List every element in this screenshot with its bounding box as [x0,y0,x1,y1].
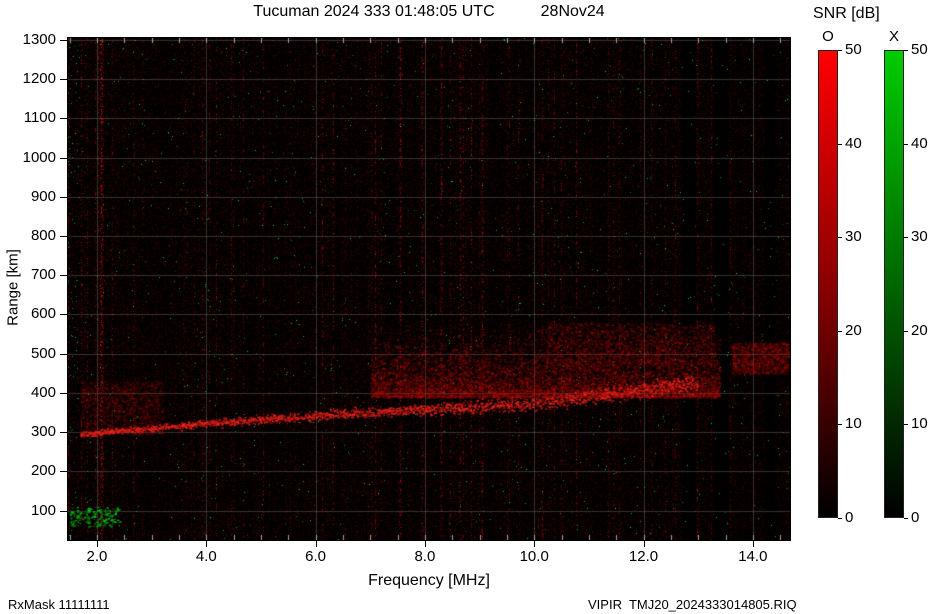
plot-title: Tucuman 2024 333 01:48:05 UTC 28Nov24 [68,3,790,21]
colorbar-tick-label: 20 [911,321,928,339]
y-tick-label: 1100 [23,109,56,127]
colorbar-tick-label: 50 [845,41,862,58]
colorbar-tick-label: 40 [845,134,862,152]
colorbar-tick-mark [904,237,908,239]
plot-frame [67,37,791,541]
y-tick-label: 800 [30,227,56,245]
x-tick-mark [643,541,645,547]
x-tick-mark [534,541,536,547]
x-tick-label: 4.0 [195,548,217,565]
colorbar-tick-mark [838,143,842,145]
y-tick-mark [60,79,68,81]
x-tick-label: 6.0 [305,548,326,565]
colorbar-tick-mark [904,330,908,332]
colorbar-tick-mark [904,424,908,426]
colorbar-tick-mark [904,50,908,51]
y-tick-mark [60,236,68,238]
colorbar-o-label: O [822,28,834,45]
colorbar-tick-mark [838,50,842,51]
colorbar-tick-label: 0 [911,509,920,526]
colorbar-tick-mark [904,143,908,145]
y-axis-label: Range [km] [4,249,22,326]
colorbar-gradient [884,50,904,518]
colorbar-tick-label: 50 [911,41,928,58]
y-tick-label: 100 [30,501,56,519]
y-tick-label: 600 [30,305,56,323]
y-tick-label: 400 [30,383,56,401]
colorbar-tick-label: 30 [911,228,928,246]
y-tick-label: 1200 [22,70,56,88]
file-name-text: VIPIR TMJ20_2024333014805.RIQ [588,597,797,612]
colorbar-tick-mark [838,518,842,519]
x-tick-label: 14.0 [738,548,768,565]
colorbar-tick-label: 10 [845,415,862,433]
colorbar-tick-label: 20 [845,321,862,339]
colorbar-o: O [818,28,872,528]
x-tick-label: 12.0 [628,548,659,565]
colorbar-tick-mark [838,424,842,426]
y-tick-mark [60,471,68,473]
x-tick-mark [424,541,426,547]
colorbar-tick-label: 30 [845,228,862,246]
plot-title-date: 28Nov24 [540,3,605,20]
y-tick-label: 900 [30,187,56,205]
x-tick-label: 8.0 [414,548,436,565]
y-tick-label: 1000 [22,148,56,166]
colorbar-tick-mark [904,518,908,519]
y-tick-mark [60,118,68,120]
plot-title-main: Tucuman 2024 333 01:48:05 UTC [253,3,495,20]
x-tick-mark [96,541,98,547]
x-tick-label: 2.0 [86,548,108,565]
x-tick-label: 10.0 [519,548,549,565]
x-tick-mark [206,541,208,547]
colorbar-tick-label: 40 [911,134,928,152]
y-tick-label: 700 [30,266,56,284]
y-tick-mark [60,196,68,198]
y-tick-label: 200 [30,462,56,480]
colorbar-title: SNR [dB] [813,5,880,22]
y-tick-mark [60,432,68,434]
x-tick-mark [752,541,754,547]
y-tick-mark [60,157,68,159]
colorbar-tick-mark [838,237,842,239]
x-tick-mark [315,541,317,547]
colorbar-x: X [884,28,932,528]
colorbar-x-label: X [888,28,899,45]
y-tick-mark [60,392,68,394]
y-tick-label: 500 [30,344,56,362]
colorbar-tick-label: 10 [911,415,928,433]
colorbar-gradient [818,50,838,518]
y-tick-label: 300 [30,423,56,441]
y-tick-mark [60,353,68,355]
y-tick-mark [60,314,68,316]
rxmask-text: RxMask 11111111 [8,597,110,612]
colorbar-tick-mark [838,330,842,332]
y-tick-mark [60,275,68,277]
x-axis-label: Frequency [MHz] [368,572,490,589]
ionogram-canvas [68,38,790,540]
y-tick-label: 1300 [22,30,56,48]
y-tick-mark [60,510,68,512]
colorbar-tick-label: 0 [845,509,854,526]
y-tick-mark [60,39,68,41]
